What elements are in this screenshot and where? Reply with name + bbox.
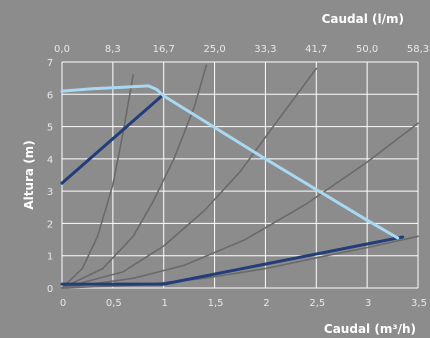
bottom-axis-title: Caudal (m³/h) bbox=[324, 322, 416, 336]
left-tick-label: 1 bbox=[47, 252, 53, 263]
left-tick-label: 3 bbox=[47, 187, 53, 198]
top-tick-label: 8,3 bbox=[105, 44, 121, 55]
left-tick-label: 5 bbox=[47, 123, 53, 134]
bottom-tick-label: 3,5 bbox=[411, 298, 427, 309]
left-tick-label: 0 bbox=[47, 284, 53, 295]
series-line-3 bbox=[61, 67, 318, 289]
bottom-tick-label: 1,5 bbox=[208, 298, 224, 309]
bottom-tick-label: 2 bbox=[263, 298, 269, 309]
bottom-tick-label: 0,5 bbox=[106, 298, 122, 309]
series-line-7 bbox=[60, 235, 405, 286]
bottom-tick-label: 2,5 bbox=[309, 298, 325, 309]
series-line-8 bbox=[60, 84, 400, 240]
left-tick-label: 2 bbox=[47, 219, 53, 230]
series-line-1 bbox=[61, 74, 134, 289]
left-tick-label: 7 bbox=[47, 58, 53, 69]
top-tick-label: 25,0 bbox=[203, 44, 225, 55]
series-line-6 bbox=[60, 95, 163, 185]
top-tick-label: 50,0 bbox=[356, 44, 378, 55]
top-axis-title: Caudal (l/m) bbox=[322, 12, 404, 26]
top-tick-label: 33,3 bbox=[254, 44, 276, 55]
bottom-tick-label: 0 bbox=[60, 298, 66, 309]
series-line-2 bbox=[61, 64, 208, 289]
bottom-tick-label: 1 bbox=[162, 298, 168, 309]
top-tick-label: 41,7 bbox=[305, 44, 327, 55]
top-tick-label: 16,7 bbox=[153, 44, 175, 55]
top-tick-label: 58,3 bbox=[407, 44, 429, 55]
series-line-4 bbox=[61, 122, 419, 289]
left-axis-title: Altura (m) bbox=[22, 140, 36, 209]
left-tick-label: 6 bbox=[47, 90, 53, 101]
left-tick-label: 4 bbox=[47, 155, 53, 166]
bottom-tick-label: 3 bbox=[365, 298, 371, 309]
top-tick-label: 0,0 bbox=[54, 44, 70, 55]
